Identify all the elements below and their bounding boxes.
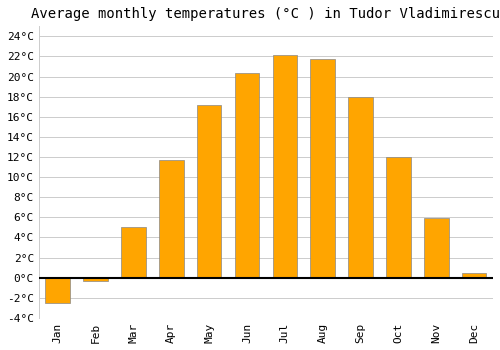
Bar: [197, 105, 222, 278]
Title: Average monthly temperatures (°C ) in Tudor Vladimirescu: Average monthly temperatures (°C ) in Tu…: [32, 7, 500, 21]
Bar: [121, 228, 146, 278]
Bar: [46, 278, 70, 303]
Bar: [84, 278, 108, 281]
Bar: [310, 60, 335, 278]
Bar: [159, 160, 184, 278]
Bar: [386, 157, 410, 278]
Bar: [424, 218, 448, 278]
Bar: [272, 55, 297, 278]
Bar: [462, 273, 486, 278]
Bar: [234, 72, 260, 278]
Bar: [348, 97, 373, 278]
